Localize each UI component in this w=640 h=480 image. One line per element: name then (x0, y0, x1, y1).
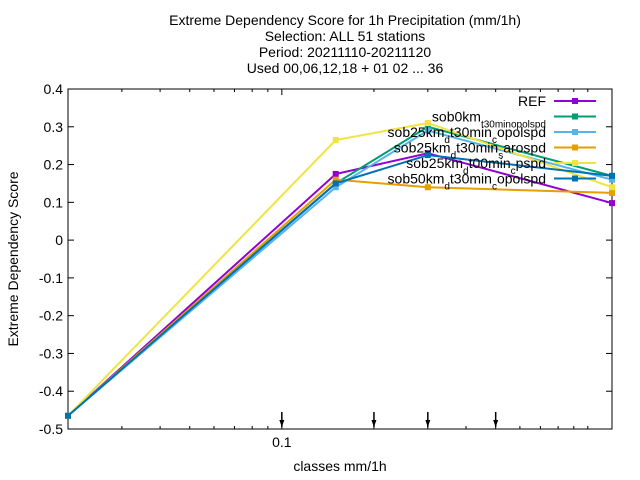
series-point (609, 176, 615, 183)
y-tick-label: -0.2 (39, 308, 63, 324)
series-lines (65, 120, 615, 419)
y-ticks: 0.4 0.3 0.2 0.1 0 -0.1 -0.2 -0.3 -0.4 -0.5 (39, 81, 612, 437)
series-point (65, 412, 71, 419)
series-point (609, 184, 615, 191)
legend-swatch-point (572, 160, 578, 166)
title-line: Used 00,06,12,18 + 01 02 ... 36 (247, 60, 444, 76)
y-tick-label: -0.4 (39, 383, 63, 399)
class-marker-arrow (425, 420, 431, 427)
series-point (332, 180, 339, 187)
y-tick-label: -0.3 (39, 345, 63, 361)
class-markers (279, 412, 499, 427)
plot-frame (67, 88, 613, 430)
series-point (332, 171, 339, 177)
y-tick-label: 0 (55, 232, 63, 248)
series-line (67, 178, 613, 417)
series-line (67, 152, 613, 417)
x-ticks: 0.1 (67, 89, 589, 450)
chart-title: Extreme Dependency Score for 1h Precipit… (169, 12, 521, 76)
legend-label: sob25kmdt30minsarospd (394, 140, 546, 162)
legend-swatch-point (572, 113, 578, 120)
series-point (332, 137, 339, 143)
x-tick-label: 0.1 (272, 434, 292, 450)
y-tick-label: -0.5 (39, 421, 63, 437)
y-tick-label: 0.4 (44, 81, 64, 97)
legend-label: REF (518, 93, 546, 109)
legend-swatch-point (572, 144, 578, 151)
legend-label: sob25kmdt00mincpspd (406, 155, 546, 177)
series-point (424, 123, 431, 130)
series-point (609, 172, 615, 179)
plot-axes (67, 88, 613, 430)
series-line (67, 121, 613, 417)
series-line (67, 154, 613, 417)
legend-label: sob50kmdt30mincopolspd (388, 171, 546, 193)
series-point (332, 176, 339, 183)
y-tick-label: -0.1 (39, 270, 63, 286)
class-marker-arrow (493, 420, 499, 427)
series-point (424, 152, 431, 159)
y-tick-label: 0.3 (44, 119, 64, 135)
legend-label: sob25kmdt30mincopolspd (388, 124, 546, 146)
title-line: Selection: ALL 51 stations (265, 28, 426, 44)
series-point (609, 189, 615, 196)
class-marker-arrow (371, 420, 377, 427)
x-axis-label: classes mm/1h (293, 458, 386, 474)
legend-label: sob0kmt30minopolspd (432, 109, 546, 131)
class-marker-arrow (279, 420, 285, 427)
series-point (332, 184, 339, 191)
series-point (424, 127, 431, 134)
series-point (424, 184, 431, 191)
title-line: Extreme Dependency Score for 1h Precipit… (169, 12, 521, 28)
series-point (609, 200, 615, 207)
y-tick-label: 0.1 (44, 194, 64, 210)
legend-swatch-point (572, 129, 578, 135)
legend-swatch-point (572, 98, 578, 104)
legend: REFsob0kmt30minopolspdsob25kmdt30mincopo… (388, 93, 596, 192)
legend-swatch-point (572, 175, 578, 182)
y-axis-label: Extreme Dependency Score (5, 171, 21, 346)
series-point (424, 120, 431, 126)
title-line: Period: 20211110-20211120 (259, 44, 432, 60)
y-tick-label: 0.2 (44, 157, 64, 173)
